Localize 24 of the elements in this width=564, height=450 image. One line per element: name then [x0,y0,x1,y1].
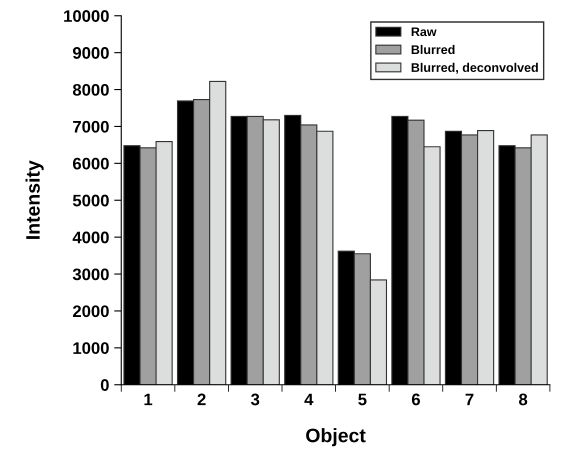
y-tick-label: 2000 [72,305,109,318]
y-tick-label: 4000 [72,232,109,244]
x-tick-label: 4 [304,394,314,406]
x-tick-label: 3 [250,394,260,406]
y-tick-label: 0 [100,379,109,391]
y-tick-label: 8000 [72,84,109,96]
y-axis-title: Intensity [26,160,44,239]
y-tick-label: 9000 [72,47,109,59]
legend-label: Blurred, deconvolved [412,62,538,74]
y-tick-label: 1000 [73,342,109,354]
y-tick-label: 6000 [72,158,109,170]
x-tick-label: 5 [358,394,367,406]
x-tick-label: 8 [519,394,528,406]
x-tick-label: 2 [198,394,206,406]
legend-label: Raw [412,27,437,36]
legend-label: Blurred [412,44,454,54]
y-tick-label: 5000 [72,194,109,206]
x-tick-label: 1 [144,394,152,406]
y-tick-label: 10000 [64,10,109,22]
x-tick-label: 6 [412,394,420,406]
x-tick-label: 7 [466,394,474,406]
y-tick-label: 3000 [72,268,109,280]
x-axis-title: Object [306,428,366,446]
y-tick-label: 7000 [73,120,109,133]
